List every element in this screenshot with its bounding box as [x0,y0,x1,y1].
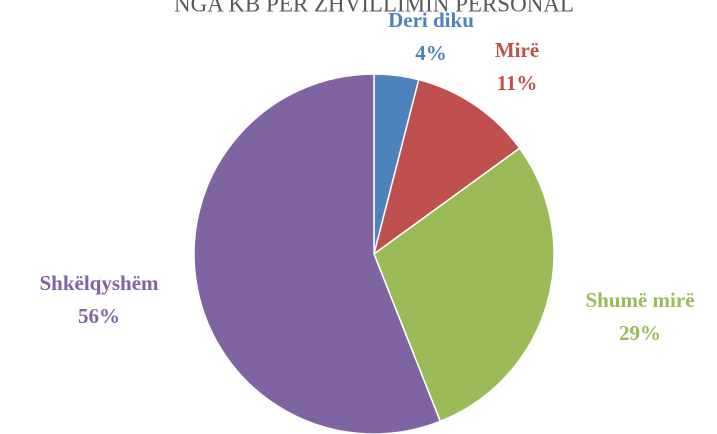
value-label: 11% [497,71,538,95]
value-label: 56% [78,304,120,328]
value-label: 4% [415,41,447,65]
pie-slice [373,147,555,423]
pie-slice [193,73,442,434]
slice-label: Shumë mirë [585,288,694,312]
pie-slice [372,78,521,256]
slice-label: Mirë [495,38,539,62]
chart-title: NGA KB PER ZHVILLIMIN PERSONAL [174,0,574,16]
slice-label: Shkëlqyshëm [39,271,159,295]
value-label: 29% [619,321,661,345]
slice-label: Deri diku [388,8,474,32]
